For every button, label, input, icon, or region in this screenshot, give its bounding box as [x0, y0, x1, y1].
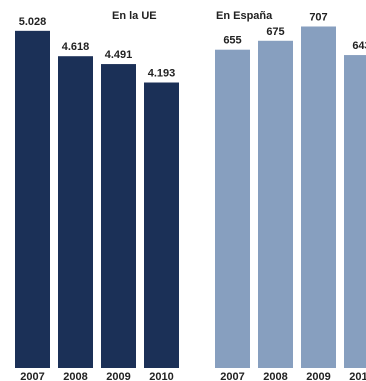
value-label-spain-2008: 675 [266, 26, 284, 38]
value-label-eu-2009: 4.491 [105, 49, 133, 61]
panel-eu-bars: 5.028 2007 4.618 2008 4.491 2009 4.193 2010 [15, 16, 179, 381]
panel-eu-title: En la UE [112, 10, 157, 22]
category-label-spain-2008: 2008 [263, 371, 287, 381]
panel-spain-title: En España [216, 10, 273, 22]
category-label-spain-2010: 2010 [349, 371, 366, 381]
category-label-spain-2009: 2009 [306, 371, 330, 381]
bar-eu-2008 [58, 56, 93, 369]
bar-spain-2007 [215, 49, 250, 368]
bar-spain-2008 [258, 40, 293, 368]
panel-spain: En España 655 2007 675 2008 707 2009 643 2010 [215, 10, 366, 381]
bar-spain-2009 [301, 26, 336, 368]
value-label-spain-2007: 655 [223, 35, 241, 47]
bar-eu-2009 [101, 64, 136, 369]
value-label-spain-2009: 707 [309, 11, 327, 23]
value-label-eu-2008: 4.618 [62, 41, 90, 53]
category-label-eu-2010: 2010 [149, 371, 173, 381]
panel-spain-bars: 655 2007 675 2008 707 2009 643 2010 [215, 11, 366, 381]
bar-spain-2010 [344, 55, 366, 368]
value-label-spain-2010: 643 [352, 40, 366, 52]
panel-eu: En la UE 5.028 2007 4.618 2008 4.491 2009 4.19… [15, 10, 179, 381]
bar-eu-2010 [144, 82, 179, 369]
category-label-eu-2009: 2009 [106, 371, 130, 381]
bar-eu-2007 [15, 30, 50, 368]
category-label-eu-2008: 2008 [63, 371, 87, 381]
value-label-eu-2007: 5.028 [19, 16, 47, 28]
category-label-eu-2007: 2007 [20, 371, 44, 381]
category-label-spain-2007: 2007 [220, 371, 244, 381]
value-label-eu-2010: 4.193 [148, 68, 176, 80]
